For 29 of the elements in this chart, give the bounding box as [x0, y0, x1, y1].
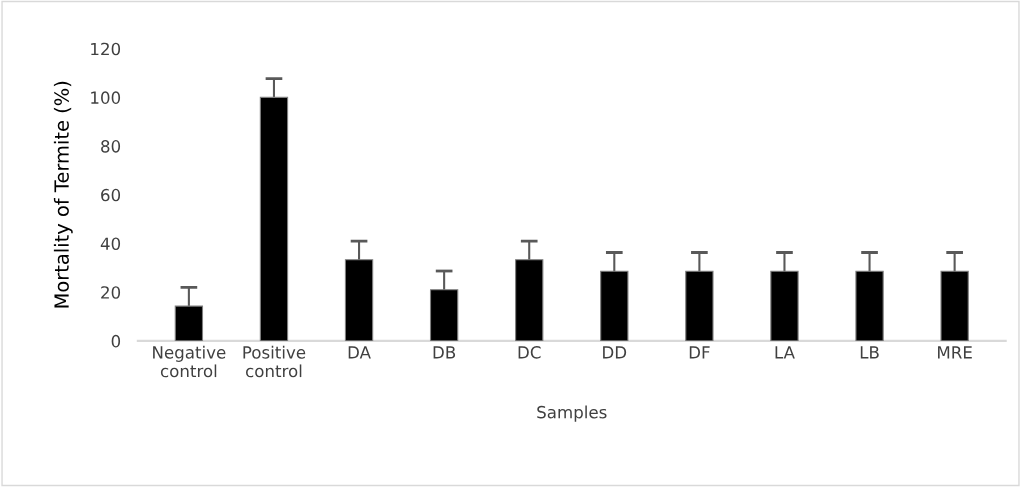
bar: [855, 270, 884, 341]
bar: [429, 289, 459, 341]
y-tick-label: 60: [101, 188, 121, 202]
y-tick-label: 40: [100, 237, 121, 251]
x-tick-label: LB: [860, 346, 879, 359]
bar: [344, 259, 374, 341]
y-tick-label: 0: [111, 334, 121, 348]
bar: [770, 270, 799, 341]
x-tick-label: DD: [603, 346, 627, 359]
x-axis-title: Samples: [537, 405, 607, 422]
x-tick-label: DB: [433, 346, 456, 359]
y-tick-label: 120: [91, 42, 121, 56]
bar: [600, 270, 629, 341]
y-axis-title: Mortality of Termite (%): [53, 81, 73, 308]
bar: [685, 270, 714, 341]
x-tick-label: MRE: [938, 346, 972, 359]
x-tick-label: DF: [689, 346, 710, 359]
bar: [174, 305, 204, 341]
y-tick-label: 80: [101, 140, 121, 153]
x-tick-label: Positive control: [243, 345, 306, 378]
bar: [259, 96, 289, 341]
x-tick-label: DC: [518, 346, 541, 359]
y-tick-label: 20: [101, 286, 121, 299]
x-tick-label: DA: [348, 346, 371, 359]
y-tick-label: 100: [91, 91, 121, 104]
bar: [515, 259, 544, 341]
x-tick-label: Negative control: [153, 345, 226, 378]
bar: [940, 270, 969, 341]
x-tick-label: LA: [775, 346, 795, 359]
